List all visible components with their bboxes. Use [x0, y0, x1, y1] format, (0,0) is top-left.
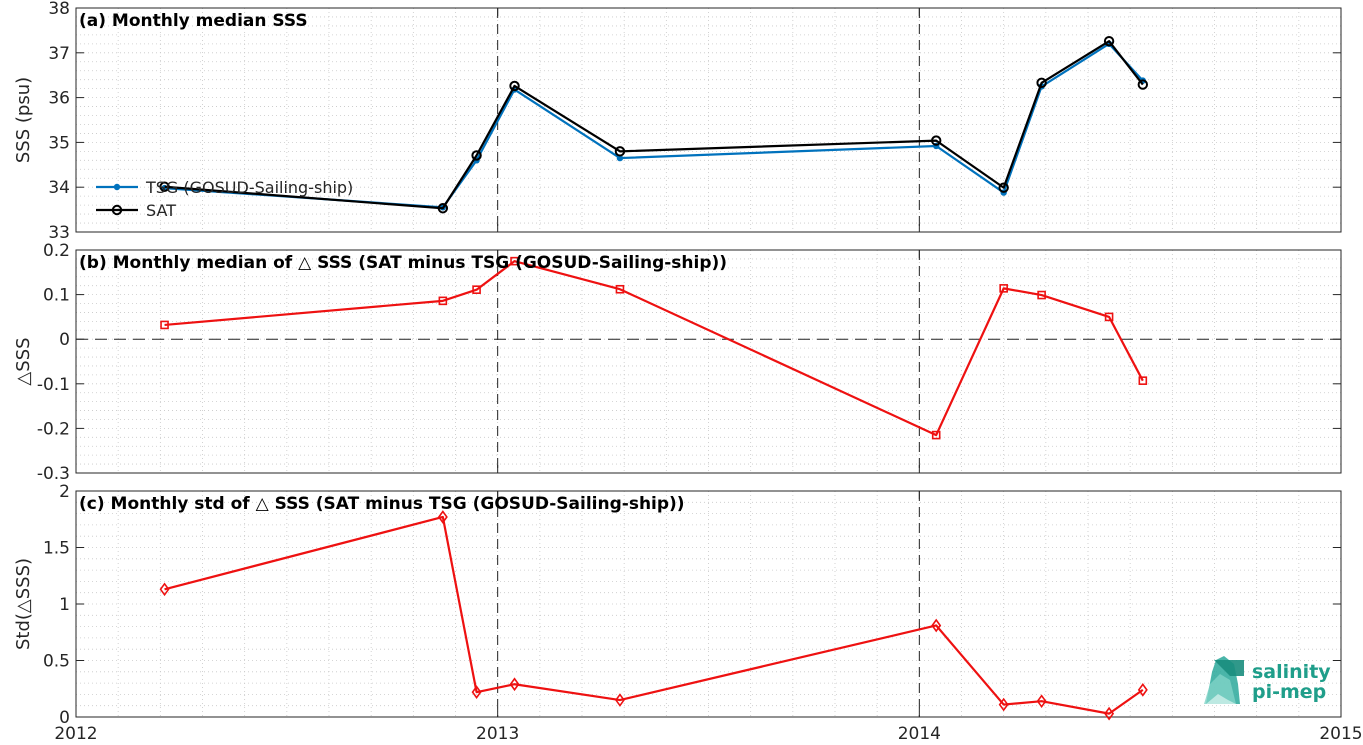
x-tick-label: 2012 — [54, 724, 97, 744]
data-point — [1138, 376, 1148, 385]
y-axis-label: SSS (psu) — [13, 77, 34, 163]
y-tick-label: 0.1 — [43, 286, 70, 306]
data-point — [1137, 79, 1149, 90]
data-point — [1137, 683, 1148, 697]
data-point — [509, 80, 520, 92]
data-point — [931, 430, 941, 440]
axes-box — [75, 249, 1342, 474]
y-tick-label: -0.1 — [37, 375, 70, 395]
series-line — [164, 260, 1144, 437]
legend-marker — [111, 204, 123, 216]
y-tick-label: 2 — [59, 482, 70, 502]
logo-line2: pi-mep — [1252, 681, 1326, 703]
y-tick-label: 1.5 — [43, 539, 70, 559]
data-point — [614, 693, 625, 707]
legend-label: SAT — [146, 201, 176, 220]
legend: TSG (GOSUD-Sailing-ship) SAT — [96, 178, 353, 220]
data-point — [998, 697, 1009, 712]
data-point — [998, 182, 1009, 193]
y-axis-label: △SSS — [13, 337, 34, 385]
legend-marker — [113, 183, 121, 191]
data-point — [510, 256, 519, 266]
data-point — [159, 181, 170, 192]
x-tick-label: 2015 — [1319, 724, 1362, 744]
y-tick-label: -0.3 — [37, 464, 70, 484]
series-line — [164, 40, 1144, 210]
data-point — [160, 320, 169, 330]
legend-label: TSG (GOSUD-Sailing-ship) — [145, 178, 353, 197]
data-point — [471, 150, 482, 161]
series-line — [164, 515, 1144, 715]
panel-title: (a) Monthly median SSS — [79, 11, 308, 31]
data-point — [931, 618, 942, 633]
data-point — [437, 203, 449, 214]
y-tick-label: 0.5 — [43, 652, 70, 672]
data-point — [931, 135, 942, 146]
y-tick-label: -0.2 — [37, 419, 70, 439]
data-point — [471, 685, 482, 700]
y-tick-label: 0.2 — [43, 241, 70, 261]
salinity-pi-mep-logo: salinity pi-mep — [1204, 656, 1331, 704]
data-point — [1104, 312, 1114, 322]
data-point — [437, 510, 448, 524]
y-axis-label: Std(△SSS) — [13, 558, 34, 650]
y-tick-label: 38 — [48, 0, 70, 19]
panel-0: 33 34 35 36 37 38 SSS (psu) (a) Monthly median … — [13, 0, 1342, 243]
data-point — [1103, 35, 1115, 47]
data-point — [1037, 290, 1046, 300]
y-tick-label: 34 — [48, 178, 70, 198]
x-tick-label: 2013 — [476, 724, 519, 744]
y-tick-label: 37 — [48, 44, 70, 64]
panel-title: (c) Monthly std of △ SSS (SAT minus TSG … — [79, 494, 685, 514]
data-point — [509, 677, 520, 692]
x-tick-label: 2014 — [898, 724, 941, 744]
y-tick-label: 0 — [59, 330, 70, 350]
y-tick-label: 33 — [48, 223, 70, 243]
logo-line1: salinity — [1252, 661, 1331, 683]
y-tick-label: 35 — [48, 133, 70, 153]
data-point — [1036, 77, 1047, 89]
data-point — [616, 154, 624, 162]
data-point — [472, 285, 481, 294]
data-point — [1036, 694, 1047, 709]
data-point — [159, 582, 170, 597]
panel-title: (b) Monthly median of △ SSS (SAT minus T… — [79, 253, 727, 273]
axes-box — [75, 7, 1342, 233]
panel-2: 0 0.5 1 1.5 2 2012 2013 2014 2015 Std(△SSS) (c) Mo… — [13, 482, 1363, 744]
data-point — [438, 296, 448, 306]
logo-wave-icon — [1204, 656, 1244, 704]
data-point — [999, 284, 1008, 293]
panel-1: -0.3 -0.2 -0.1 0 0.1 0.2 △SSS (b) Monthly media… — [13, 241, 1342, 484]
y-tick-label: 36 — [48, 89, 70, 109]
data-point — [615, 284, 625, 294]
data-point — [1104, 706, 1115, 721]
y-tick-label: 1 — [59, 595, 70, 615]
y-tick-label: 0 — [59, 708, 70, 728]
data-point — [614, 146, 626, 157]
